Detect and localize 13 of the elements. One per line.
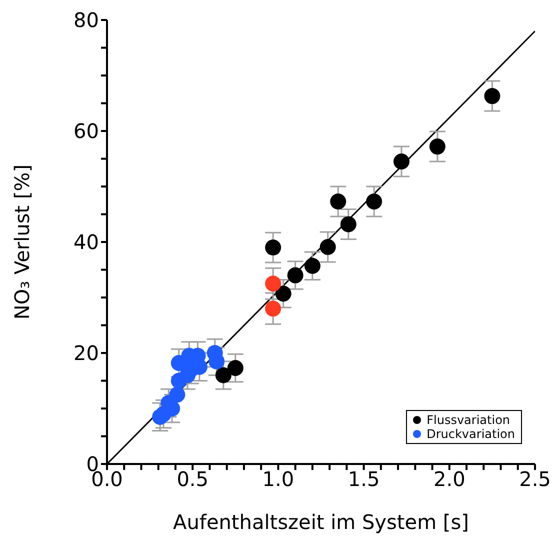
x-tick-label: 1.5 bbox=[348, 467, 380, 492]
x-tick-label: 2.5 bbox=[519, 467, 551, 492]
y-tick-label: 40 bbox=[74, 230, 99, 254]
legend-label: Druckvariation bbox=[426, 427, 515, 441]
x-axis-title: Aufenthaltszeit im System [s] bbox=[173, 510, 469, 534]
x-tick-label: 2.0 bbox=[433, 467, 466, 492]
legend-label: Flussvariation bbox=[426, 413, 510, 427]
y-tick-label: 60 bbox=[74, 119, 99, 144]
x-tick-label: 0.5 bbox=[176, 467, 209, 492]
y-tick-label: 80 bbox=[74, 8, 99, 32]
y-axis-title: NO₃ Verlust [%] bbox=[10, 164, 34, 320]
x-tick-label: 1.0 bbox=[262, 467, 294, 492]
y-tick-label: 20 bbox=[74, 341, 99, 366]
